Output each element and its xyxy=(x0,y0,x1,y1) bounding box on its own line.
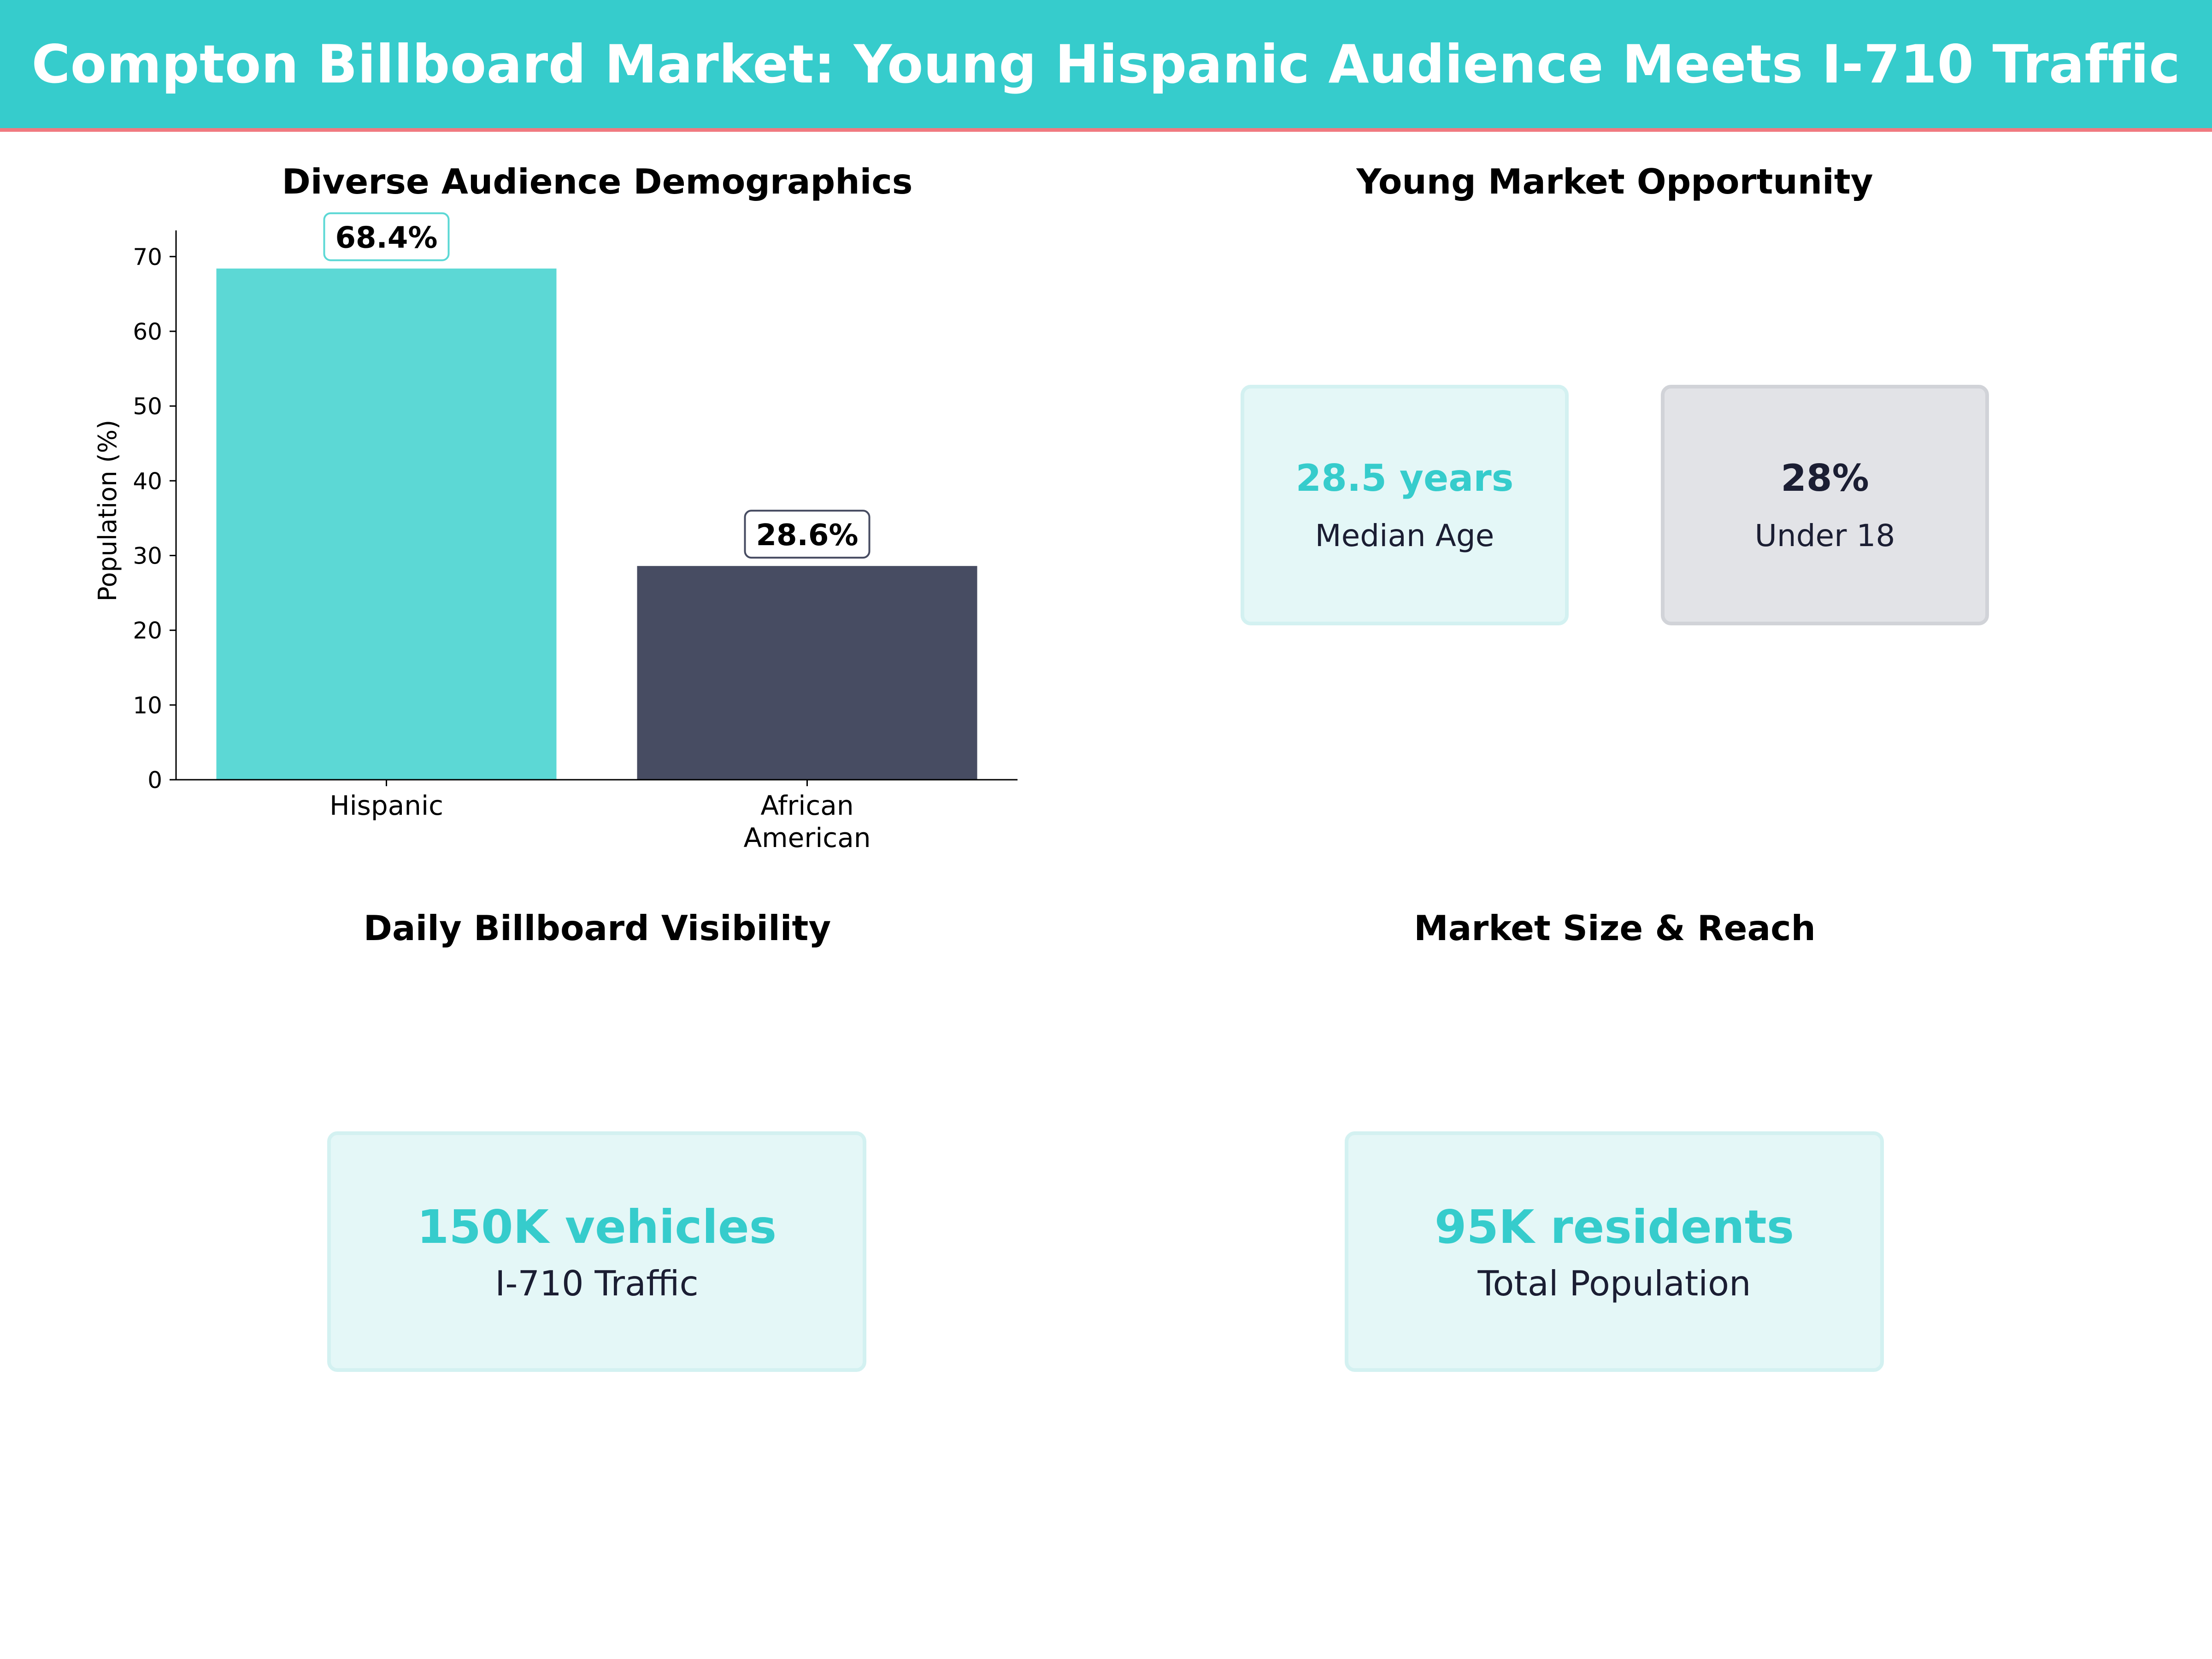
y-tick-label-20: 20 xyxy=(133,618,162,644)
under-18-label: Under 18 xyxy=(1754,518,1895,553)
y-tick-label-0: 0 xyxy=(147,767,162,794)
market-size-panel-title: Market Size & Reach xyxy=(1414,908,1816,948)
traffic-value: 150K vehicles xyxy=(417,1200,777,1254)
y-axis-label: Population (%) xyxy=(93,420,122,601)
value-label-0: 68.4% xyxy=(335,221,437,255)
demographics-panel-title: Diverse Audience Demographics xyxy=(282,161,913,202)
under-18-card: 28% Under 18 xyxy=(1661,385,1989,625)
y-tick-label-50: 50 xyxy=(133,393,162,420)
median-age-value: 28.5 years xyxy=(1295,457,1514,500)
demographics-bar-chart: Hispanic African American 0 10 20 30 40 50 60 70 Po… xyxy=(93,212,1018,853)
header-banner: Compton Billboard Market: Young Hispanic… xyxy=(0,0,2212,132)
young-market-panel-title: Young Market Opportunity xyxy=(1356,161,1873,202)
population-card: 95K residents Total Population xyxy=(1345,1131,1884,1372)
population-value: 95K residents xyxy=(1434,1200,1794,1254)
y-tick-label-40: 40 xyxy=(133,468,162,494)
x-tick-label-1: African American xyxy=(743,790,871,853)
y-tick-label-10: 10 xyxy=(133,692,162,719)
y-tick-label-70: 70 xyxy=(133,244,162,271)
bar-african-american xyxy=(637,566,977,780)
traffic-label: I-710 Traffic xyxy=(495,1263,699,1304)
value-label-1: 28.6% xyxy=(756,518,858,553)
x-tick-label-0: Hispanic xyxy=(329,790,443,821)
median-age-label: Median Age xyxy=(1315,518,1494,553)
median-age-card: 28.5 years Median Age xyxy=(1241,385,1569,625)
y-tick-label-60: 60 xyxy=(133,318,162,345)
under-18-value: 28% xyxy=(1781,457,1869,500)
y-tick-label-30: 30 xyxy=(133,542,162,569)
visibility-panel-title: Daily Billboard Visibility xyxy=(363,908,831,948)
traffic-card: 150K vehicles I-710 Traffic xyxy=(327,1131,866,1372)
value-label-box-0 xyxy=(323,212,450,261)
value-label-box-1 xyxy=(744,510,871,559)
bar-hispanic xyxy=(216,268,557,780)
population-label: Total Population xyxy=(1477,1263,1751,1304)
page-title: Compton Billboard Market: Young Hispanic… xyxy=(31,33,2181,95)
